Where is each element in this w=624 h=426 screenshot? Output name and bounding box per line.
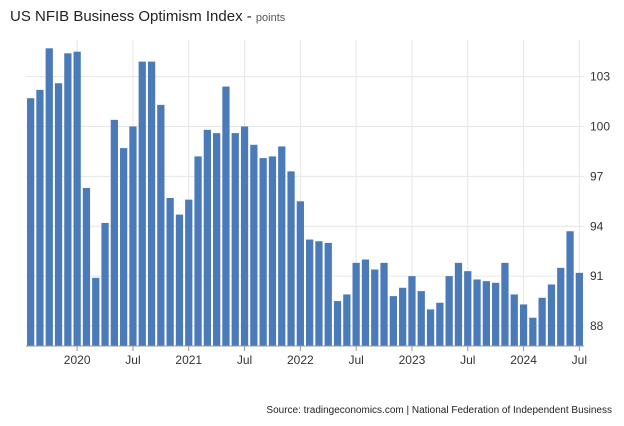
bar[interactable]: Apr 2024: 90.5 xyxy=(547,284,556,346)
bar[interactable]: Jun 2024: 93.7 xyxy=(566,231,574,346)
x-tick-label: Jul xyxy=(348,353,363,367)
bar[interactable]: Aug 2021: 98.9 xyxy=(250,144,258,346)
bar[interactable]: Oct 2020: 101.3 xyxy=(157,104,165,346)
bar[interactable]: Jul 2024: 91.2 xyxy=(575,272,583,346)
x-tick-label: Jul xyxy=(460,353,475,367)
bar[interactable]: Aug 2020: 103.9 xyxy=(138,61,146,346)
bar[interactable]: Mar 2020: 90.9 xyxy=(92,277,100,346)
bar[interactable]: Feb 2021: 98.2 xyxy=(194,156,202,346)
source-note: Source: tradingeconomics.com | National … xyxy=(266,405,612,416)
y-tick-label: 103 xyxy=(590,70,610,84)
bar[interactable]: Jul 2021: 100 xyxy=(240,126,249,346)
y-tick-label: 97 xyxy=(590,169,604,183)
bar[interactable]: Mar 2021: 99.8 xyxy=(203,129,211,346)
bar[interactable]: May 2022: 89.5 xyxy=(333,301,342,346)
bar[interactable]: Jan 2024: 89.3 xyxy=(519,304,528,346)
bar[interactable]: Dec 2020: 94.7 xyxy=(175,214,184,346)
bar[interactable]: Jan 2023: 91 xyxy=(408,276,416,346)
x-tick-label: 2020 xyxy=(64,353,91,367)
y-tick-label: 91 xyxy=(590,269,604,283)
x-tick-label: 2021 xyxy=(175,353,202,367)
bar[interactable]: Apr 2022: 93 xyxy=(324,242,332,346)
x-tick-label: 2022 xyxy=(287,353,314,367)
y-tick-label: 94 xyxy=(590,219,604,233)
bar[interactable]: Jan 2020: 104.5 xyxy=(73,51,81,347)
bar[interactable]: Apr 2021: 99.6 xyxy=(213,133,221,346)
bar[interactable]: Feb 2020: 96.3 xyxy=(82,188,91,346)
bar[interactable]: Dec 2021: 97.3 xyxy=(287,171,295,346)
bar[interactable]: Jul 2023: 91.3 xyxy=(464,271,472,346)
bar[interactable]: May 2023: 91 xyxy=(445,276,453,346)
bar[interactable]: Oct 2023: 90.6 xyxy=(492,282,500,346)
bar[interactable]: Dec 2022: 90.3 xyxy=(399,287,407,346)
bar[interactable]: Aug 2022: 92 xyxy=(361,259,370,346)
bar[interactable]: Sep 2022: 91.4 xyxy=(371,269,379,347)
bar[interactable]: Oct 2019: 104.7 xyxy=(45,48,53,346)
y-tick-label: 100 xyxy=(590,119,610,133)
bar[interactable]: May 2020: 100.4 xyxy=(110,119,118,347)
bar[interactable]: Apr 2020: 94.2 xyxy=(101,222,109,346)
bar[interactable]: Sep 2023: 90.7 xyxy=(482,281,490,346)
bars: Aug 2019: 101.7Sep 2019: 102.2Oct 2019: … xyxy=(27,48,583,347)
bar[interactable]: Jun 2022: 89.9 xyxy=(343,294,351,346)
x-tick-label: Jul xyxy=(125,353,140,367)
bar[interactable]: Mar 2023: 89 xyxy=(426,309,435,346)
grid-lines xyxy=(26,40,584,346)
bar[interactable]: Mar 2022: 93.1 xyxy=(315,241,323,346)
bar[interactable]: Jul 2020: 100 xyxy=(129,126,137,346)
bar[interactable]: Nov 2021: 98.8 xyxy=(278,146,286,346)
bar[interactable]: May 2024: 91.5 xyxy=(557,267,565,346)
x-tick-label: Jul xyxy=(572,353,587,367)
bar[interactable]: Nov 2023: 91.8 xyxy=(501,262,509,346)
y-tick-label: 88 xyxy=(590,319,604,333)
bar[interactable]: Jul 2022: 91.8 xyxy=(352,262,360,346)
bar[interactable]: Sep 2019: 102.2 xyxy=(36,89,44,347)
x-tick-label: 2024 xyxy=(510,353,537,367)
bar[interactable]: Feb 2022: 93.2 xyxy=(306,239,314,346)
bar[interactable]: Oct 2021: 98.2 xyxy=(268,156,277,346)
y-axis: 88 91 94 97 100 103 xyxy=(590,70,610,333)
bar[interactable]: Sep 2021: 98.1 xyxy=(259,158,267,346)
bar[interactable]: Feb 2023: 90.1 xyxy=(417,291,425,346)
bar[interactable]: May 2021: 102.4 xyxy=(222,86,230,346)
bar[interactable]: Jun 2021: 99.6 xyxy=(231,133,239,346)
bar[interactable]: Nov 2020: 95.7 xyxy=(166,197,174,346)
bar[interactable]: Feb 2024: 88.5 xyxy=(529,317,537,346)
bar[interactable]: Apr 2023: 89.4 xyxy=(436,302,444,346)
x-axis: 2020 Jul 2021 Jul 2022 Jul 2023 Jul 2024 Jul xyxy=(26,345,587,367)
bar[interactable]: Dec 2023: 89.9 xyxy=(510,294,518,346)
bar[interactable]: Jun 2023: 91.8 xyxy=(454,262,463,346)
bar[interactable]: Jan 2021: 95.6 xyxy=(185,199,193,346)
chart-title-text: US NFIB Business Optimism Index xyxy=(10,8,243,25)
bar-chart: Aug 2019: 101.7Sep 2019: 102.2Oct 2019: … xyxy=(26,40,610,367)
bar[interactable]: Nov 2022: 89.8 xyxy=(389,296,397,346)
chart-unit: points xyxy=(255,12,286,24)
bar[interactable]: Mar 2024: 89.7 xyxy=(538,297,546,346)
x-tick-label: Jul xyxy=(237,353,252,367)
bar[interactable]: Aug 2019: 101.7 xyxy=(27,98,35,347)
bar[interactable]: Jan 2022: 95.5 xyxy=(296,201,304,346)
bar[interactable]: Oct 2022: 91.8 xyxy=(380,262,388,346)
bar[interactable]: Nov 2019: 102.6 xyxy=(54,83,63,346)
bar[interactable]: Jun 2020: 98.7 xyxy=(120,148,128,346)
chart-title: US NFIB Business Optimism Index - points xyxy=(10,8,286,25)
x-tick-label: 2023 xyxy=(399,353,426,367)
bar[interactable]: Dec 2019: 104.4 xyxy=(64,53,72,346)
bar[interactable]: Aug 2023: 90.8 xyxy=(473,279,481,346)
bar[interactable]: Sep 2020: 103.9 xyxy=(147,61,156,346)
